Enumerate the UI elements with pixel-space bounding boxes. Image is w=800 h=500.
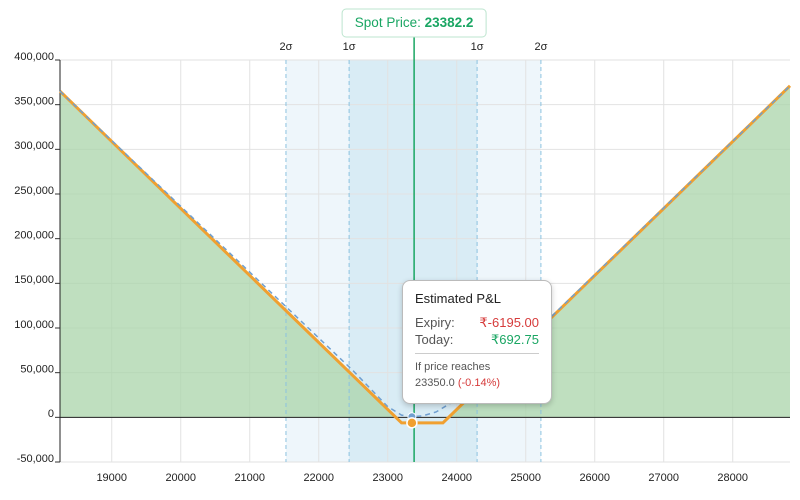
sigma-label: 2σ (280, 41, 293, 53)
tooltip: Estimated P&L Expiry: ₹-6195.00 Today: ₹69… (402, 280, 552, 404)
sigma-label: 2σ (534, 41, 547, 53)
x-tick-label: 23000 (372, 472, 403, 484)
y-tick-label: 150,000 (14, 274, 54, 286)
y-tick-label: 100,000 (14, 319, 54, 331)
x-tick-label: 19000 (96, 472, 127, 484)
y-tick-label: 400,000 (14, 51, 54, 63)
expiry-marker (406, 417, 418, 429)
series-line (59, 85, 791, 418)
x-tick-label: 26000 (579, 472, 610, 484)
y-tick-label: 0 (48, 408, 54, 420)
x-tick-label: 24000 (441, 472, 472, 484)
today-name: Today: (415, 332, 454, 347)
expiry-name: Expiry: (415, 315, 455, 330)
x-tick-label: 22000 (303, 472, 334, 484)
hover-price: 23350.0 (415, 377, 455, 389)
series-line (58, 84, 792, 425)
y-tick-label: -50,000 (17, 453, 54, 465)
spot-label-text: Spot Price: (355, 15, 421, 30)
sigma-label: 1σ (343, 41, 356, 53)
y-tick-label: 50,000 (20, 364, 54, 376)
prompt: If price reaches (415, 361, 491, 373)
tooltip-title: Estimated P&L (415, 291, 501, 306)
x-tick-label: 21000 (234, 472, 265, 484)
y-tick-label: 200,000 (14, 230, 54, 242)
sigma-label: 1σ (471, 41, 484, 53)
spot-label: Spot Price: 23382.2 (355, 15, 474, 30)
x-tick-label: 20000 (165, 472, 196, 484)
y-tick-label: 300,000 (14, 140, 54, 152)
x-tick-label: 27000 (648, 472, 679, 484)
spot-value: 23382.2 (425, 15, 474, 30)
hover-change: (-0.14%) (457, 377, 501, 389)
expiry-value: ₹-6195.00 (479, 315, 539, 330)
divider (415, 353, 539, 354)
profit-area (60, 85, 790, 418)
y-tick-label: 250,000 (14, 185, 54, 197)
x-tick-label: 28000 (717, 472, 748, 484)
y-tick-label: 350,000 (14, 96, 54, 108)
spot-box (341, 8, 487, 38)
today-value: ₹692.75 (490, 332, 539, 347)
x-tick-label: 25000 (510, 472, 541, 484)
